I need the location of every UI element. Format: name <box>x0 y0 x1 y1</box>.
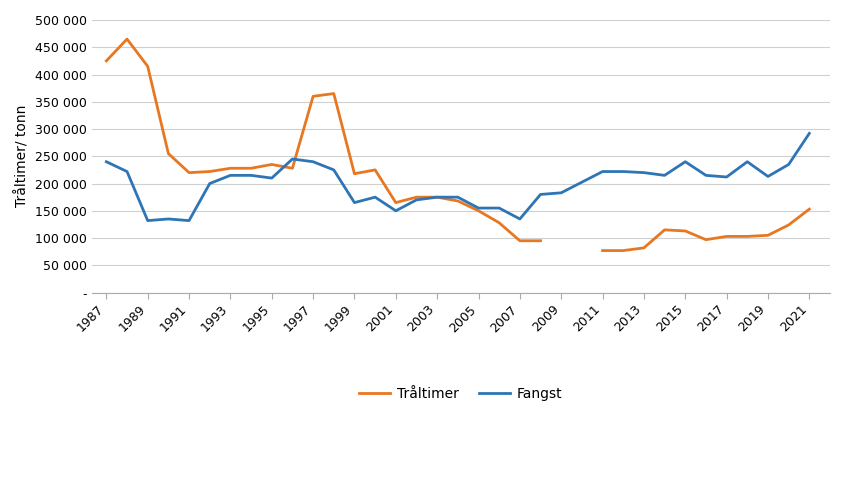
Fangst <box>287 156 297 162</box>
Fangst <box>246 172 256 178</box>
Fangst <box>184 218 194 224</box>
Fangst <box>370 194 380 200</box>
Line: Fangst: Fangst <box>106 133 809 221</box>
Fangst <box>452 194 463 200</box>
Fangst <box>679 159 690 165</box>
Fangst <box>411 197 421 203</box>
Tråltimer <box>370 167 380 173</box>
Tråltimer <box>101 58 111 64</box>
Fangst <box>659 172 669 178</box>
Tråltimer <box>514 238 524 244</box>
Fangst <box>122 169 132 174</box>
Fangst <box>555 190 565 196</box>
Fangst <box>101 159 111 165</box>
Tråltimer <box>535 238 545 244</box>
Tråltimer <box>328 91 338 96</box>
Fangst <box>700 172 710 178</box>
Tråltimer <box>246 165 256 171</box>
Tråltimer <box>431 194 441 200</box>
Fangst <box>638 170 648 175</box>
Tråltimer <box>184 170 194 175</box>
Fangst <box>328 167 338 173</box>
Tråltimer <box>411 194 421 200</box>
Fangst <box>618 169 628 174</box>
Tråltimer <box>308 93 318 99</box>
Fangst <box>431 194 441 200</box>
Fangst <box>514 216 524 222</box>
Fangst <box>762 173 772 179</box>
Fangst <box>143 218 153 224</box>
Tråltimer <box>204 169 214 174</box>
Fangst <box>535 192 545 197</box>
Fangst <box>390 208 400 214</box>
Tråltimer <box>452 198 463 204</box>
Tråltimer <box>143 63 153 69</box>
Fangst <box>225 172 235 178</box>
Legend: Tråltimer, Fangst: Tråltimer, Fangst <box>354 381 567 406</box>
Tråltimer <box>349 171 359 177</box>
Fangst <box>308 159 318 165</box>
Tråltimer <box>163 151 173 157</box>
Fangst <box>163 216 173 222</box>
Fangst <box>349 200 359 205</box>
Tråltimer <box>390 200 400 205</box>
Fangst <box>721 174 731 180</box>
Y-axis label: Tråltimer/ tonn: Tråltimer/ tonn <box>15 105 30 207</box>
Fangst <box>204 181 214 186</box>
Fangst <box>597 169 607 174</box>
Tråltimer <box>122 36 132 42</box>
Fangst <box>803 130 814 136</box>
Fangst <box>494 205 504 211</box>
Tråltimer <box>267 161 277 167</box>
Tråltimer <box>473 208 483 214</box>
Fangst <box>473 205 483 211</box>
Fangst <box>782 161 793 167</box>
Line: Tråltimer: Tråltimer <box>106 39 540 241</box>
Tråltimer <box>494 220 504 226</box>
Tråltimer <box>287 165 297 171</box>
Tråltimer <box>225 165 235 171</box>
Fangst <box>741 159 751 165</box>
Fangst <box>267 175 277 181</box>
